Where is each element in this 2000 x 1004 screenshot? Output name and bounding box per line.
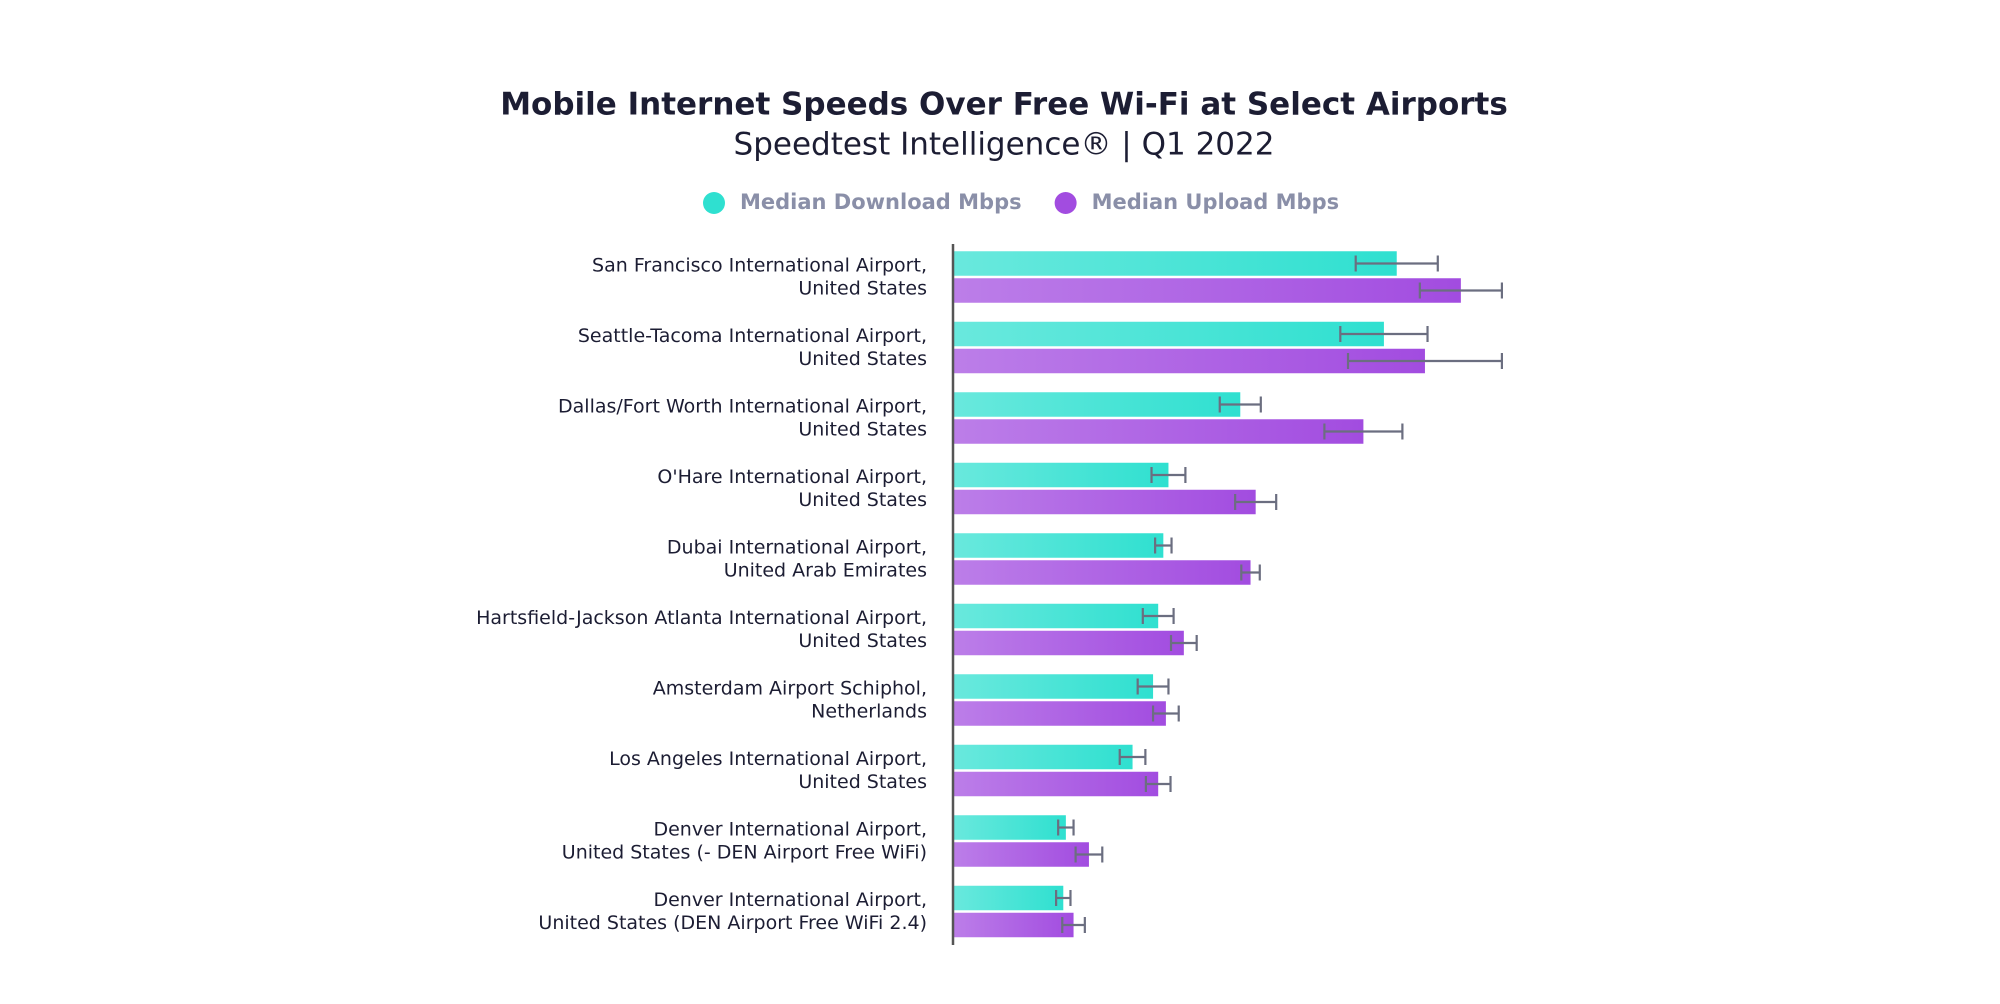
error-bar <box>1057 819 1075 836</box>
error-bar <box>1418 282 1504 299</box>
category-label: Dubai International Airport, United Arab … <box>667 536 927 581</box>
chart-subtitle: Speedtest Intelligence® | Q1 2022 <box>734 127 1275 163</box>
bar <box>953 560 1251 585</box>
bar <box>953 533 1164 558</box>
category-label-line: Amsterdam Airport Schiphol, <box>653 677 927 699</box>
bar <box>953 251 1397 276</box>
category-label: San Francisco International Airport, Unit… <box>592 254 927 299</box>
error-bar <box>1074 846 1104 863</box>
category-label-line: United States (- DEN Airport Free WiFi) <box>562 841 927 863</box>
bar <box>953 348 1425 374</box>
bar <box>953 674 1154 699</box>
category-label-line: United States <box>798 630 927 652</box>
bar <box>953 321 1384 347</box>
bar <box>953 603 1159 629</box>
error-bar <box>1339 326 1429 342</box>
category-label: O'Hare International Airport, United Stat… <box>657 466 927 511</box>
bar <box>953 630 1184 656</box>
bar <box>953 744 1133 770</box>
bar <box>953 912 1074 938</box>
bar <box>953 278 1461 303</box>
legend-marker <box>703 192 725 214</box>
category-label-line: Netherlands <box>811 700 927 722</box>
category-label-line: United Arab Emirates <box>724 559 927 581</box>
legend-marker <box>1054 192 1077 214</box>
category-label: Amsterdam Airport Schiphol, Netherlands <box>653 677 927 722</box>
category-label: Denver International Airport, United Stat… <box>538 889 927 934</box>
error-bar <box>1323 423 1404 440</box>
category-label-line: San Francisco International Airport, <box>592 254 927 276</box>
error-bar <box>1234 494 1278 510</box>
category-label-line: O'Hare International Airport, <box>657 466 927 488</box>
category-label-line: United States (DEN Airport Free WiFi 2.4… <box>538 912 927 934</box>
bar <box>953 701 1166 726</box>
category-label-line: United States <box>798 489 927 511</box>
bar <box>953 815 1066 840</box>
error-bar <box>1118 749 1147 765</box>
category-label-line: Los Angeles International Airport, <box>609 748 927 770</box>
category-label: Dallas/Fort Worth International Airport,… <box>558 395 927 440</box>
error-bar <box>1151 705 1180 722</box>
error-bar <box>1169 635 1198 651</box>
bar <box>953 771 1159 797</box>
category-label-line: United States <box>798 771 927 793</box>
chart-title: Mobile Internet Speeds Over Free Wi-Fi a… <box>500 87 1508 123</box>
error-bar <box>1150 467 1187 483</box>
category-label: Los Angeles International Airport, United… <box>609 748 927 793</box>
category-label: Denver International Airport, United Stat… <box>562 818 927 863</box>
error-bar <box>1154 537 1173 554</box>
category-label-line: Dallas/Fort Worth International Airport, <box>558 395 927 417</box>
legend-label: Median Download Mbps <box>740 190 1022 214</box>
bar <box>953 392 1241 417</box>
category-label-line: Seattle-Tacoma International Airport, <box>578 325 927 347</box>
bar <box>953 885 1064 911</box>
category-label-line: Denver International Airport, <box>653 818 927 840</box>
error-bar <box>1141 608 1175 624</box>
category-label-line: Dubai International Airport, <box>667 536 927 558</box>
category-label-line: United States <box>798 277 927 299</box>
category-label-line: United States <box>798 348 927 370</box>
bar <box>953 462 1169 488</box>
bar <box>953 489 1256 515</box>
legend-label: Median Upload Mbps <box>1092 190 1340 214</box>
category-label: Seattle-Tacoma International Airport, Uni… <box>578 325 927 370</box>
category-label-line: Denver International Airport, <box>653 889 927 911</box>
error-bar <box>1144 776 1172 792</box>
error-bar <box>1218 396 1262 413</box>
category-label-line: Hartsfield-Jackson Atlanta International… <box>476 607 927 629</box>
bar <box>953 419 1364 444</box>
error-bar <box>1061 917 1086 933</box>
error-bar <box>1136 678 1170 695</box>
category-label-line: United States <box>798 418 927 440</box>
error-bar <box>1346 353 1504 369</box>
error-bar <box>1055 890 1072 906</box>
category-label: Hartsfield-Jackson Atlanta International… <box>476 607 927 652</box>
error-bar <box>1354 255 1439 272</box>
bar <box>953 842 1089 867</box>
error-bar <box>1240 564 1261 581</box>
